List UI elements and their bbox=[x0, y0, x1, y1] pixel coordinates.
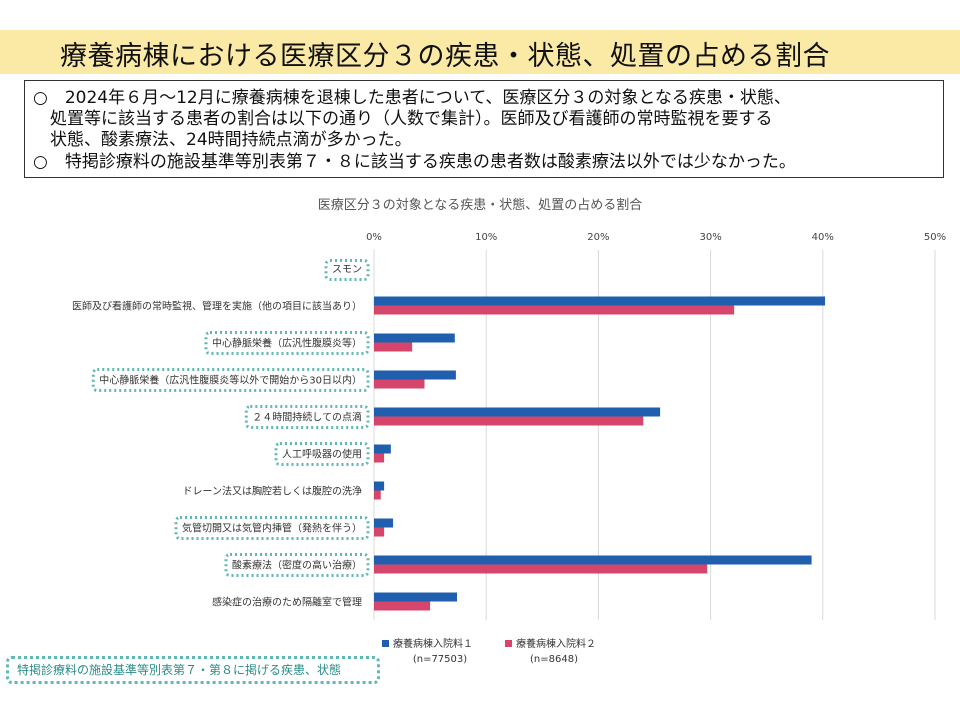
legend-label: 療養病棟入院料１ bbox=[393, 637, 473, 650]
x-tick-label: 40% bbox=[812, 232, 834, 243]
chart-title: 医療区分３の対象となる疾患・状態、処置の占める割合 bbox=[317, 198, 643, 213]
category-highlight-box bbox=[174, 516, 370, 540]
category-label: スモン bbox=[332, 265, 362, 276]
bar bbox=[374, 481, 385, 491]
summary-line-2: 処置等に該当する患者の割合は以下の通り（人数で集計）。医師及び看護師の常時監視を… bbox=[33, 109, 773, 129]
summary-line-4: ○ 特掲診療料の施設基準等別表第７・８に該当する疾患の患者数は酸素療法以外では少… bbox=[33, 152, 796, 172]
bar bbox=[374, 370, 456, 380]
bar bbox=[374, 453, 385, 463]
category-highlight-box bbox=[91, 368, 370, 392]
summary-line-3: 状態、酸素療法、24時間持続点滴が多かった。 bbox=[33, 130, 412, 150]
bar bbox=[374, 342, 413, 352]
legend-swatch bbox=[505, 640, 512, 647]
x-tick-label: 30% bbox=[699, 232, 721, 243]
page-title: 療養病棟における医療区分３の疾患・状態、処置の占める割合 bbox=[60, 41, 830, 72]
category-label: 感染症の治療のため隔離室で管理 bbox=[212, 596, 362, 609]
title-banner bbox=[0, 30, 960, 74]
legend-label: 療養病棟入院料２ bbox=[516, 637, 596, 650]
bar bbox=[374, 379, 425, 389]
category-label: 中心静脈栄養（広汎性腹膜炎等） bbox=[212, 337, 362, 350]
bar bbox=[374, 490, 381, 500]
legend-note: (n=77503) bbox=[413, 654, 467, 665]
category-label: 医師及び看護師の常時監視、管理を実施（他の項目に該当あり） bbox=[72, 300, 362, 313]
category-label: 酸素療法（密度の高い治療） bbox=[232, 559, 362, 572]
category-label: 気管切開又は気管内挿管（発熱を伴う） bbox=[182, 522, 362, 535]
bar bbox=[374, 518, 394, 528]
bar bbox=[374, 601, 431, 611]
bar bbox=[374, 564, 708, 574]
summary-line-1: ○ 2024年６月～12月に療養病棟を退棟した患者について、医療区分３の対象とな… bbox=[33, 88, 791, 108]
bar bbox=[374, 592, 458, 602]
bar bbox=[374, 407, 661, 417]
category-highlight-box bbox=[324, 259, 370, 281]
legend-swatch bbox=[382, 640, 389, 647]
category-highlight-box bbox=[244, 405, 370, 429]
bar bbox=[374, 444, 391, 454]
x-tick-label: 10% bbox=[475, 232, 497, 243]
x-tick-label: 20% bbox=[587, 232, 609, 243]
summary-box: ○ 2024年６月～12月に療養病棟を退棟した患者について、医療区分３の対象とな… bbox=[24, 80, 944, 178]
bar bbox=[374, 416, 644, 426]
category-label: 中心静脈栄養（広汎性腹膜炎等以外で開始から30日以内） bbox=[99, 374, 362, 387]
x-tick-label: 0% bbox=[366, 232, 382, 243]
x-tick-label: 50% bbox=[924, 232, 946, 243]
bar bbox=[374, 305, 735, 315]
category-highlight-box bbox=[224, 553, 370, 577]
category-highlight-box bbox=[204, 331, 370, 355]
bar bbox=[374, 555, 812, 565]
bar bbox=[374, 333, 455, 343]
category-label: ２４時間持続しての点滴 bbox=[252, 411, 362, 424]
footnote-legend: 特掲診療料の施設基準等別表第７・第８に掲げる疾患、状態 bbox=[6, 656, 380, 684]
category-highlight-box bbox=[274, 442, 370, 466]
bar bbox=[374, 527, 385, 537]
legend-note: (n=8648) bbox=[530, 654, 578, 665]
category-label: ドレーン法又は胸腔若しくは腹腔の洗浄 bbox=[183, 485, 363, 498]
category-label: 人工呼吸器の使用 bbox=[282, 448, 362, 461]
bar bbox=[374, 296, 826, 306]
